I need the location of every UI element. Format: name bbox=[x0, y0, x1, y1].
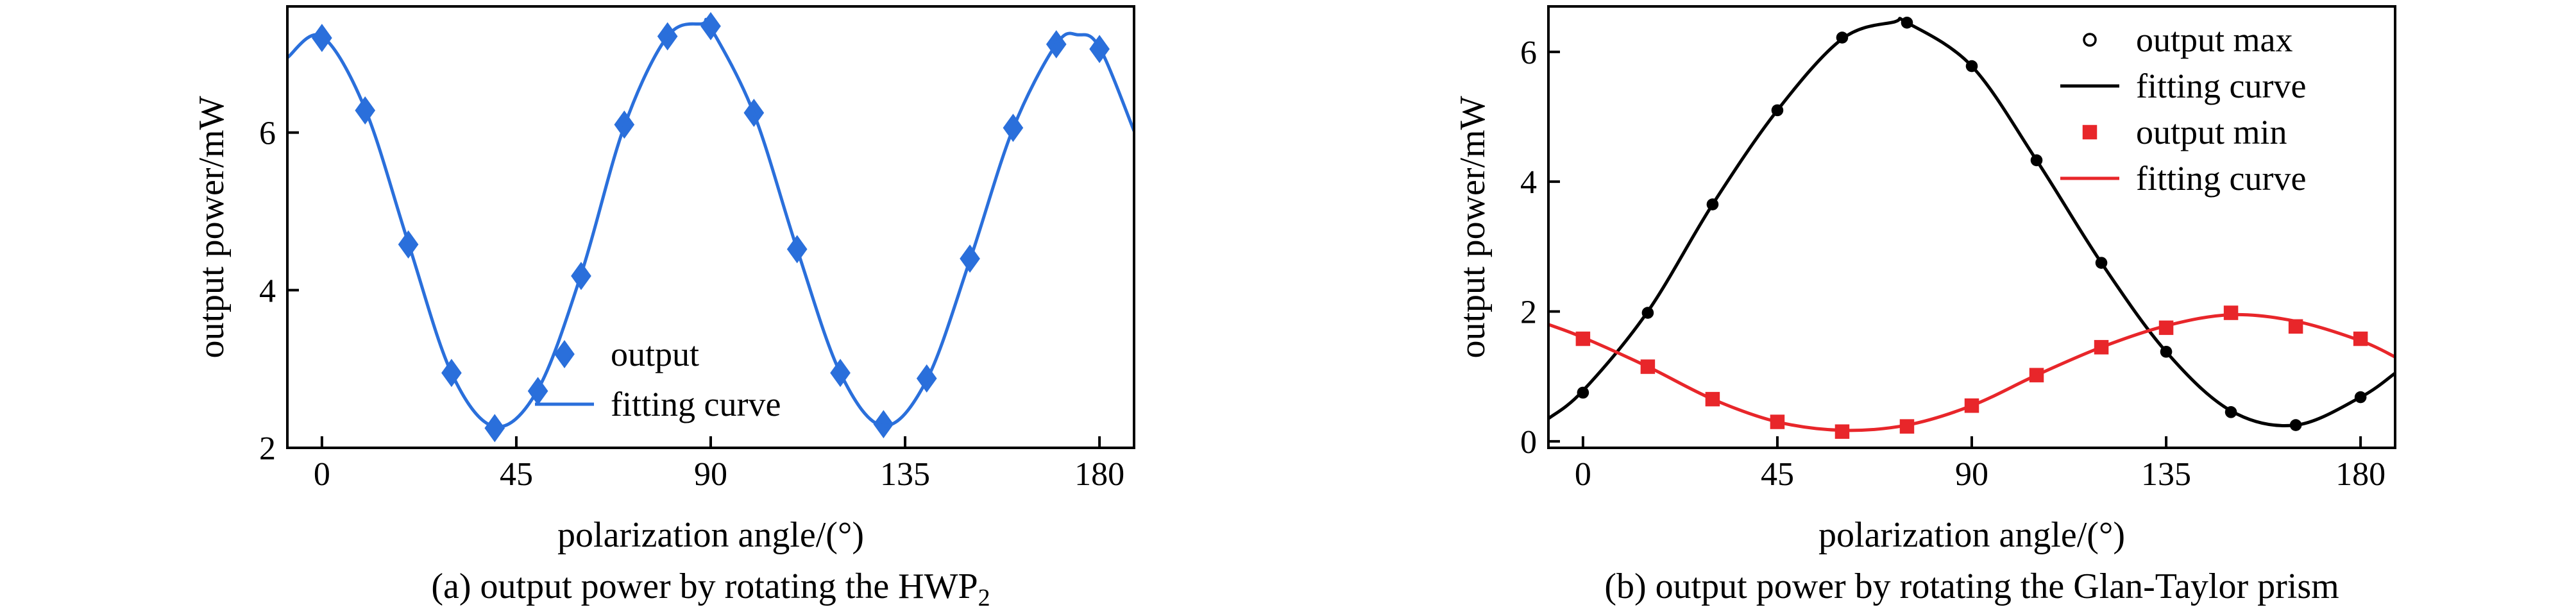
axis-ticks-b: 0 45 90 135 180 0 2 4 6 bbox=[1520, 35, 2385, 493]
legend-label-b-1: fitting curve bbox=[2136, 67, 2306, 105]
data-point-b-output-min-2-10 bbox=[2223, 305, 2239, 320]
series-line-b-fitting-curve-1 bbox=[1548, 17, 2395, 427]
x-tick-label-b-180: 180 bbox=[2335, 456, 2385, 493]
x-tick-label-a-90: 90 bbox=[694, 456, 727, 493]
x-tick-label-b-90: 90 bbox=[1955, 456, 1988, 493]
plot-area-b bbox=[1548, 16, 2395, 439]
caption-a-text: (a) output power by rotating the HWP bbox=[431, 567, 978, 606]
legend-label-b-0: output max bbox=[2136, 21, 2292, 59]
x-axis-label-b: polarization angle/(°) bbox=[1818, 515, 2125, 555]
x-tick-label-b-0: 0 bbox=[1575, 456, 1591, 493]
x-tick-label-a-180: 180 bbox=[1074, 456, 1124, 493]
axis-ticks-a: 0 45 90 135 180 2 4 6 bbox=[259, 115, 1124, 493]
legend-marker-b-0 bbox=[2083, 33, 2097, 47]
legend-a: output fitting curve bbox=[535, 335, 781, 423]
y-tick-label-a-6: 6 bbox=[259, 115, 276, 152]
y-tick-label-a-2: 2 bbox=[259, 431, 276, 467]
x-tick-label-b-135: 135 bbox=[2141, 456, 2191, 493]
y-tick-label-b-2: 2 bbox=[1520, 294, 1537, 331]
chart-panel-a: 0 45 90 135 180 2 4 6 output fitting curve polar… bbox=[192, 5, 1135, 611]
x-tick-label-b-45: 45 bbox=[1761, 456, 1794, 493]
legend-b: output max fitting curve output min fitting… bbox=[2060, 21, 2306, 198]
y-axis-label-b: output power/mW bbox=[1453, 96, 1493, 358]
y-axis-label-a: output power/mW bbox=[192, 96, 232, 358]
x-tick-label-a-0: 0 bbox=[314, 456, 330, 493]
x-tick-label-a-45: 45 bbox=[500, 456, 533, 493]
plot-area-a bbox=[287, 12, 1134, 443]
legend-label-b-2: output min bbox=[2136, 113, 2287, 151]
series-line-b-fitting-curve-3 bbox=[1548, 312, 2395, 432]
legend-marker-a-0 bbox=[554, 340, 575, 368]
y-tick-label-a-4: 4 bbox=[259, 273, 276, 309]
caption-a-subscript: 2 bbox=[978, 584, 990, 611]
y-tick-label-b-4: 4 bbox=[1520, 164, 1537, 201]
caption-b: (b) output power by rotating the Glan-Ta… bbox=[1604, 567, 2339, 606]
series-points-a-output-0 bbox=[312, 12, 1110, 443]
legend-marker-b-2 bbox=[2082, 124, 2097, 140]
series-line-a-fitting-curve-1 bbox=[287, 17, 1134, 429]
caption-a: (a) output power by rotating the HWP2 bbox=[431, 567, 990, 611]
x-axis-label-a: polarization angle/(°) bbox=[557, 515, 864, 555]
legend-label-a-0: output bbox=[611, 335, 699, 373]
plot-frame-a bbox=[286, 5, 1135, 449]
y-tick-label-b-6: 6 bbox=[1520, 35, 1537, 71]
x-tick-label-a-135: 135 bbox=[880, 456, 930, 493]
legend-label-b-3: fitting curve bbox=[2136, 159, 2306, 198]
legend-label-a-1: fitting curve bbox=[611, 385, 781, 423]
y-tick-label-b-0: 0 bbox=[1520, 424, 1537, 461]
